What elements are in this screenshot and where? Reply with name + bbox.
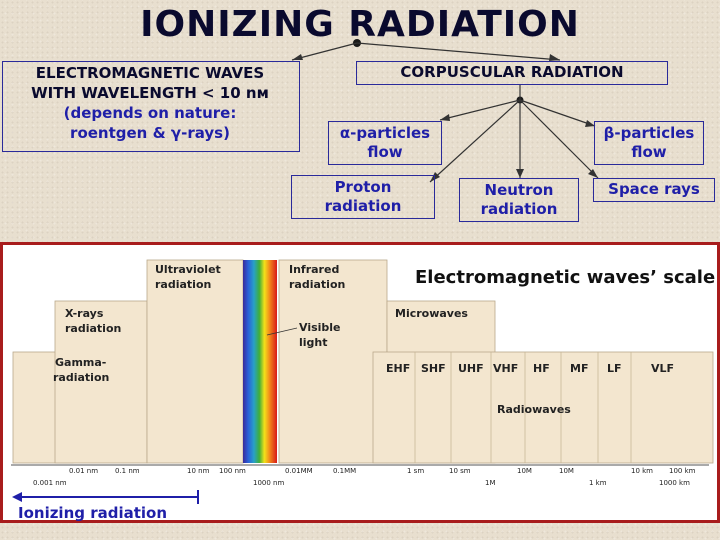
- em-line-1: ELECTROMAGNETIC WAVES: [35, 64, 265, 82]
- corpuscular-title: CORPUSCULAR RADIATION: [400, 63, 624, 81]
- em-scale-svg: Electromagnetic waves’ scale Ultraviolet…: [11, 259, 715, 487]
- corpuscular-box: CORPUSCULAR RADIATION: [356, 61, 668, 85]
- page-title: IONIZING RADIATION: [140, 4, 580, 45]
- band-label: HF: [533, 362, 550, 375]
- space-box: Space rays: [593, 178, 715, 202]
- em-waves-text: ELECTROMAGNETIC WAVES WITH WAVELENGTH < …: [0, 63, 300, 143]
- neutron-box: Neutron radiation: [459, 178, 579, 222]
- gamma-label-2: radiation: [53, 371, 109, 384]
- uv-label-1: Ultraviolet: [155, 263, 221, 276]
- alpha-line-2: flow: [367, 143, 403, 161]
- tick-label: 1 km: [589, 479, 607, 487]
- tick-label: 100 km: [669, 467, 696, 475]
- tick-label: 1000 km: [659, 479, 690, 487]
- space-label: Space rays: [608, 180, 700, 198]
- arrow-neutron: [516, 169, 524, 178]
- proton-line-2: radiation: [324, 197, 402, 215]
- alpha-box: α-particles flow: [328, 121, 442, 165]
- line-space: [519, 99, 599, 179]
- ionizing-range-arrow: [12, 490, 199, 504]
- tick-label: 10 sm: [449, 467, 471, 475]
- tick-labels-bottom: 0.001 nm 1000 nm 1M 1 km 1000 km: [33, 479, 690, 487]
- radiowave-rect: [372, 351, 714, 464]
- beta-line-1: β-particles: [603, 124, 695, 142]
- ir-label-2: radiation: [289, 278, 345, 291]
- tick-label: 0.1 nm: [115, 467, 140, 475]
- line-proton: [429, 99, 521, 183]
- line-to-corpuscular: [356, 42, 561, 61]
- tick-label: 0.01 nm: [69, 467, 98, 475]
- band-label: VLF: [651, 362, 674, 375]
- ir-label-1: Infrared: [289, 263, 339, 276]
- gamma-label-1: Gamma-: [55, 356, 106, 369]
- band-label: MF: [570, 362, 588, 375]
- radiowaves-label: Radiowaves: [497, 403, 571, 416]
- ir-rect: [278, 259, 388, 464]
- proton-box: Proton radiation: [291, 175, 435, 219]
- visible-pointer: [266, 327, 298, 336]
- line-beta: [519, 99, 596, 127]
- tick-label: 10 nm: [187, 467, 210, 475]
- em-line-3: (depends on nature:: [63, 104, 237, 122]
- band-label: SHF: [421, 362, 446, 375]
- tick-label: 10 km: [631, 467, 653, 475]
- band-dividers: [414, 352, 632, 463]
- tick-label: 1 sm: [407, 467, 424, 475]
- xray-label-2: radiation: [65, 322, 121, 335]
- visible-label-2: light: [299, 336, 328, 349]
- tick-label: 0.01MM: [285, 467, 313, 475]
- tick-label: 0.1MM: [333, 467, 356, 475]
- beta-box: β-particles flow: [594, 121, 704, 165]
- band-label: UHF: [458, 362, 484, 375]
- em-line-4: roentgen & γ-rays): [70, 124, 230, 142]
- line-alpha: [439, 99, 521, 121]
- em-waves-box: [2, 61, 300, 152]
- ionizing-radiation-label: Ionizing radiation: [18, 504, 168, 522]
- visible-label-1: Visible: [299, 321, 341, 334]
- neutron-line-2: radiation: [480, 200, 558, 218]
- proton-line-1: Proton: [334, 178, 392, 196]
- beta-line-2: flow: [631, 143, 667, 161]
- uv-rect: [146, 259, 244, 464]
- arrow-corpuscular: [549, 54, 560, 61]
- arrow-beta: [585, 120, 595, 127]
- xray-rect: [54, 300, 148, 464]
- band-label: EHF: [386, 362, 410, 375]
- band-labels: EHF SHF UHF VHF HF MF LF VLF: [386, 362, 674, 375]
- arrow-alpha: [440, 114, 450, 121]
- tick-label: 0.001 nm: [33, 479, 67, 487]
- line-to-em: [291, 42, 358, 61]
- tick-label: 1M: [485, 479, 496, 487]
- neutron-line-1: Neutron: [484, 181, 554, 199]
- connector-lines: [291, 39, 599, 183]
- tick-label: 10M: [559, 467, 574, 475]
- band-label: LF: [607, 362, 622, 375]
- em-line-2: WITH WAVELENGTH < 10 nм: [31, 84, 269, 102]
- tick-label: 100 nm: [219, 467, 246, 475]
- scale-title: Electromagnetic waves’ scale: [415, 267, 715, 288]
- tick-label: 10M: [517, 467, 532, 475]
- arrow-space: [588, 169, 598, 178]
- visible-spectrum: [243, 260, 277, 463]
- tick-labels-top: 0.01 nm 0.1 nm 10 nm 100 nm 0.01MM 0.1MM…: [69, 467, 696, 475]
- em-scale-chart: Electromagnetic waves’ scale Ultraviolet…: [0, 242, 720, 523]
- arrow-proton: [430, 172, 440, 182]
- alpha-line-1: α-particles: [339, 124, 431, 142]
- xray-label-1: X-rays: [65, 307, 104, 320]
- band-label: VHF: [493, 362, 518, 375]
- microwaves-label: Microwaves: [395, 307, 468, 320]
- arrow-em: [292, 54, 303, 60]
- uv-label-2: radiation: [155, 278, 211, 291]
- tick-label: 1000 nm: [253, 479, 284, 487]
